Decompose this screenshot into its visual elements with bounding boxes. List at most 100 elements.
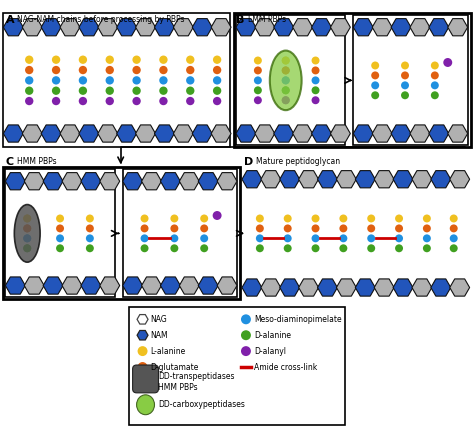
Polygon shape: [62, 172, 82, 190]
Text: NAG: NAG: [151, 315, 167, 324]
Polygon shape: [372, 18, 392, 36]
Text: D-alanine: D-alanine: [254, 331, 291, 340]
Polygon shape: [393, 279, 413, 296]
Polygon shape: [155, 125, 174, 142]
Circle shape: [137, 362, 147, 372]
Circle shape: [282, 57, 290, 64]
Circle shape: [132, 55, 141, 64]
Polygon shape: [274, 125, 294, 142]
Polygon shape: [450, 171, 470, 188]
Circle shape: [25, 97, 33, 105]
Polygon shape: [211, 125, 231, 142]
Polygon shape: [431, 279, 451, 296]
Circle shape: [395, 234, 403, 242]
Polygon shape: [292, 18, 312, 36]
Circle shape: [401, 61, 409, 69]
Circle shape: [159, 55, 168, 64]
Circle shape: [282, 76, 290, 85]
Circle shape: [367, 244, 375, 252]
Text: Amide cross-link: Amide cross-link: [254, 363, 317, 372]
Polygon shape: [155, 18, 174, 36]
Circle shape: [371, 61, 379, 69]
Circle shape: [256, 244, 264, 252]
Polygon shape: [429, 18, 449, 36]
Text: DD-carboxypeptidases: DD-carboxypeptidases: [158, 400, 246, 409]
Circle shape: [311, 66, 319, 74]
Polygon shape: [274, 18, 294, 36]
Polygon shape: [311, 125, 331, 142]
Circle shape: [423, 224, 431, 233]
Polygon shape: [192, 18, 212, 36]
Circle shape: [200, 214, 208, 223]
Circle shape: [282, 57, 290, 64]
Circle shape: [200, 234, 208, 242]
Polygon shape: [242, 171, 262, 188]
Polygon shape: [62, 277, 82, 294]
Text: HMM PBPs: HMM PBPs: [17, 157, 57, 166]
Circle shape: [186, 87, 194, 95]
Circle shape: [423, 234, 431, 242]
Polygon shape: [136, 18, 155, 36]
Circle shape: [159, 97, 168, 105]
Circle shape: [431, 82, 439, 89]
Circle shape: [311, 57, 319, 64]
Circle shape: [132, 97, 141, 105]
Circle shape: [170, 234, 178, 242]
Polygon shape: [242, 279, 262, 296]
Circle shape: [241, 330, 251, 340]
Polygon shape: [43, 172, 63, 190]
Polygon shape: [60, 125, 80, 142]
Circle shape: [86, 224, 94, 233]
FancyBboxPatch shape: [353, 15, 468, 145]
Polygon shape: [81, 277, 101, 294]
Polygon shape: [450, 279, 470, 296]
Polygon shape: [43, 277, 63, 294]
Circle shape: [431, 72, 439, 79]
Circle shape: [395, 244, 403, 252]
Circle shape: [141, 214, 148, 223]
Circle shape: [311, 244, 319, 252]
Polygon shape: [410, 125, 430, 142]
Circle shape: [282, 66, 290, 74]
Circle shape: [23, 234, 31, 242]
Circle shape: [52, 97, 60, 105]
Circle shape: [311, 234, 319, 242]
Circle shape: [213, 55, 221, 64]
Circle shape: [25, 55, 33, 64]
Polygon shape: [161, 277, 180, 294]
Polygon shape: [41, 125, 61, 142]
Circle shape: [86, 234, 94, 242]
Circle shape: [311, 76, 319, 85]
Circle shape: [132, 76, 141, 85]
Polygon shape: [123, 172, 143, 190]
Text: B: B: [236, 15, 245, 25]
Polygon shape: [337, 171, 356, 188]
Text: HMM PBPs: HMM PBPs: [158, 384, 198, 393]
Ellipse shape: [137, 395, 155, 415]
Polygon shape: [79, 18, 99, 36]
Circle shape: [106, 87, 114, 95]
Circle shape: [186, 76, 194, 85]
Circle shape: [282, 86, 290, 94]
Text: LMM PBPs: LMM PBPs: [248, 15, 286, 24]
Circle shape: [159, 66, 168, 74]
Polygon shape: [5, 277, 25, 294]
Circle shape: [213, 76, 221, 85]
Circle shape: [241, 346, 251, 356]
Circle shape: [106, 55, 114, 64]
Circle shape: [254, 86, 262, 94]
Circle shape: [443, 58, 452, 67]
Polygon shape: [311, 18, 331, 36]
Polygon shape: [236, 125, 256, 142]
Circle shape: [284, 244, 292, 252]
Circle shape: [254, 96, 262, 104]
Polygon shape: [198, 277, 218, 294]
Polygon shape: [24, 172, 44, 190]
FancyBboxPatch shape: [234, 13, 471, 148]
Circle shape: [25, 76, 33, 85]
Polygon shape: [391, 125, 411, 142]
Polygon shape: [136, 125, 155, 142]
Ellipse shape: [270, 51, 301, 110]
Circle shape: [367, 214, 375, 223]
Circle shape: [256, 214, 264, 223]
